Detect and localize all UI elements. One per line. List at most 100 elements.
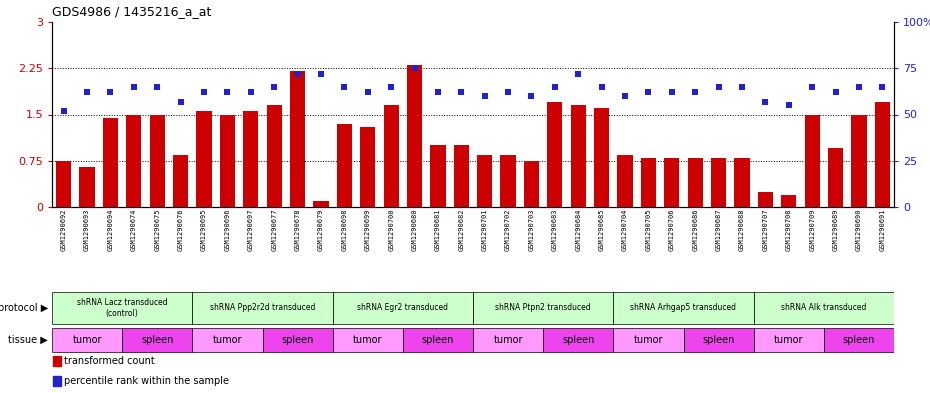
Text: spleen: spleen — [702, 335, 735, 345]
Bar — [524, 161, 539, 207]
Text: spleen: spleen — [421, 335, 454, 345]
Point — [594, 84, 609, 90]
Bar — [262, 327, 333, 353]
Text: tumor: tumor — [353, 335, 382, 345]
Bar — [477, 154, 492, 207]
Text: protocol ▶: protocol ▶ — [0, 303, 48, 313]
Point — [196, 89, 211, 95]
Text: tumor: tumor — [774, 335, 804, 345]
Bar — [53, 376, 60, 386]
Text: tumor: tumor — [213, 335, 242, 345]
Bar — [753, 327, 824, 353]
Bar — [571, 105, 586, 207]
Point — [337, 84, 352, 90]
Bar — [804, 114, 819, 207]
Text: spleen: spleen — [843, 335, 875, 345]
Bar — [828, 149, 844, 207]
Point — [173, 98, 188, 105]
Text: GDS4986 / 1435216_a_at: GDS4986 / 1435216_a_at — [52, 5, 211, 18]
Text: tumor: tumor — [633, 335, 663, 345]
Point — [875, 84, 890, 90]
Text: tumor: tumor — [73, 335, 101, 345]
Point — [711, 84, 726, 90]
Bar — [403, 327, 473, 353]
Point — [500, 89, 515, 95]
Bar — [594, 108, 609, 207]
Text: shRNA Ppp2r2d transduced: shRNA Ppp2r2d transduced — [210, 303, 315, 312]
Bar — [687, 158, 703, 207]
Text: shRNA Egr2 transduced: shRNA Egr2 transduced — [357, 303, 448, 312]
Bar — [473, 327, 543, 353]
Point — [828, 89, 843, 95]
Bar — [290, 72, 305, 207]
Bar — [454, 145, 469, 207]
Bar — [431, 145, 445, 207]
Bar — [500, 154, 515, 207]
Bar — [753, 292, 894, 324]
Point — [804, 84, 819, 90]
Text: tumor: tumor — [493, 335, 523, 345]
Bar — [735, 158, 750, 207]
Bar — [711, 158, 726, 207]
Bar — [407, 65, 422, 207]
Point — [360, 89, 375, 95]
Point — [150, 84, 165, 90]
Text: transformed count: transformed count — [64, 356, 154, 366]
Bar — [851, 114, 867, 207]
Bar — [758, 191, 773, 207]
Bar — [52, 292, 193, 324]
Bar — [337, 124, 352, 207]
Point — [454, 89, 469, 95]
Bar — [547, 102, 563, 207]
Text: shRNA Lacz transduced
(control): shRNA Lacz transduced (control) — [77, 298, 167, 318]
Point — [431, 89, 445, 95]
Bar — [193, 327, 262, 353]
Text: tissue ▶: tissue ▶ — [8, 335, 48, 345]
Text: shRNA Alk transduced: shRNA Alk transduced — [781, 303, 867, 312]
Bar — [383, 105, 399, 207]
Bar — [150, 114, 165, 207]
Bar — [79, 167, 95, 207]
Point — [477, 93, 492, 99]
Point — [126, 84, 141, 90]
Point — [758, 98, 773, 105]
Point — [290, 71, 305, 77]
Text: spleen: spleen — [141, 335, 173, 345]
Bar — [781, 195, 796, 207]
Point — [384, 84, 399, 90]
Bar — [684, 327, 753, 353]
Bar — [641, 158, 656, 207]
Bar — [219, 114, 235, 207]
Bar — [543, 327, 613, 353]
Point — [781, 102, 796, 108]
Text: shRNA Arhgap5 transduced: shRNA Arhgap5 transduced — [631, 303, 737, 312]
Point — [688, 89, 703, 95]
Bar — [173, 154, 188, 207]
Point — [244, 89, 259, 95]
Point — [407, 65, 422, 72]
Bar — [360, 127, 376, 207]
Point — [56, 108, 71, 114]
Point — [267, 84, 282, 90]
Point — [220, 89, 235, 95]
Point — [103, 89, 118, 95]
Bar — [193, 292, 333, 324]
Bar — [824, 327, 894, 353]
Point — [80, 89, 95, 95]
Bar — [53, 356, 60, 366]
Bar — [126, 114, 141, 207]
Point — [735, 84, 750, 90]
Point — [664, 89, 679, 95]
Bar — [313, 201, 328, 207]
Point — [618, 93, 632, 99]
Bar — [664, 158, 680, 207]
Bar — [333, 292, 473, 324]
Bar — [875, 102, 890, 207]
Bar — [56, 161, 72, 207]
Bar — [52, 327, 122, 353]
Bar — [618, 154, 632, 207]
Text: spleen: spleen — [562, 335, 594, 345]
Bar — [613, 292, 753, 324]
Point — [548, 84, 563, 90]
Point — [313, 71, 328, 77]
